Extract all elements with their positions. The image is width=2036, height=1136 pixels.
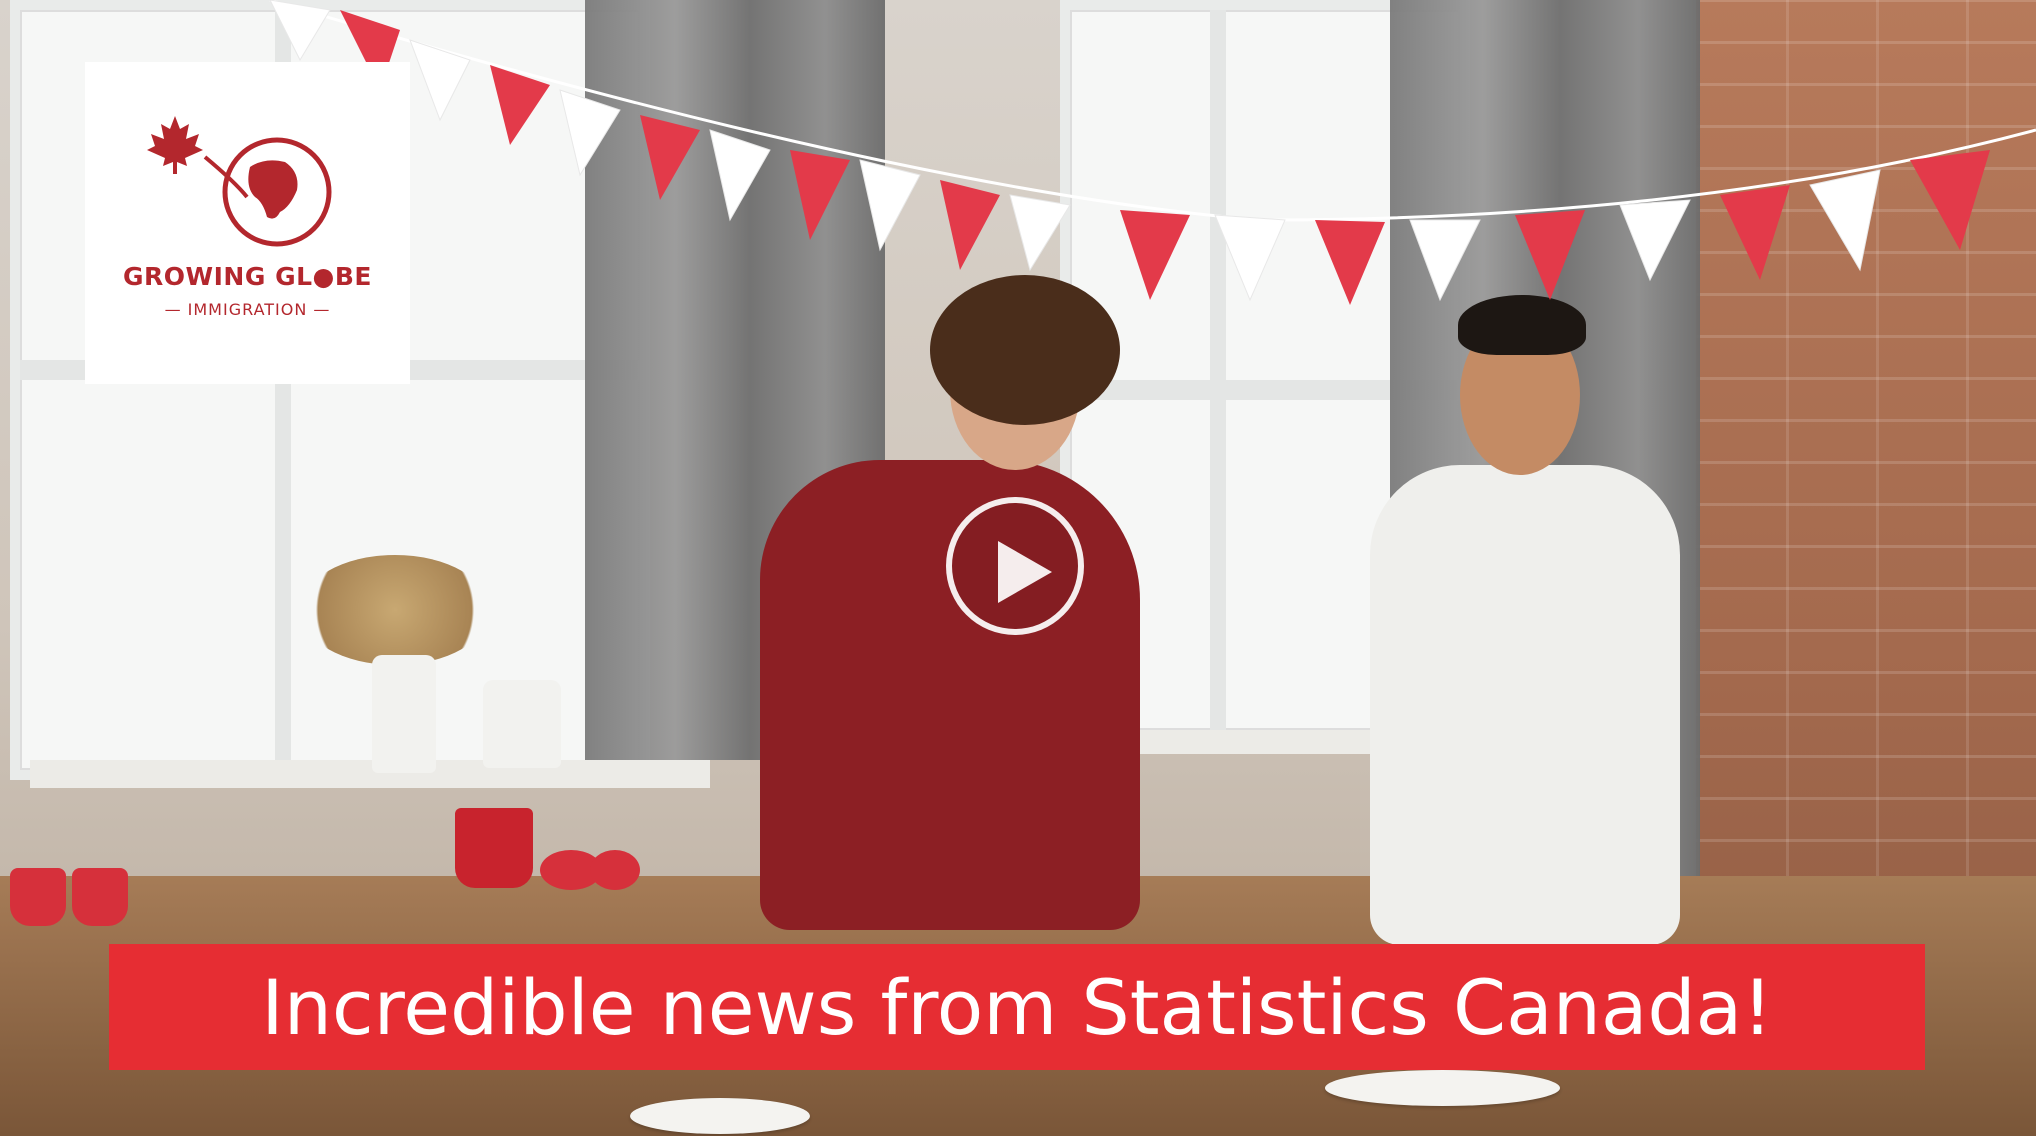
logo-title: GROWING GL●BE (123, 262, 372, 291)
bunting-decoration (269, 0, 2036, 305)
caption-banner: Incredible news from Statistics Canada! (109, 944, 1925, 1070)
play-button[interactable] (946, 497, 1084, 635)
company-logo: GROWING GL●BE — IMMIGRATION — (85, 62, 410, 384)
globe-icon (203, 137, 332, 247)
logo-subtitle: — IMMIGRATION — (164, 300, 331, 319)
caption-text: Incredible news from Statistics Canada! (261, 962, 1773, 1052)
play-icon (998, 541, 1052, 603)
maple-leaf-icon (147, 116, 203, 174)
